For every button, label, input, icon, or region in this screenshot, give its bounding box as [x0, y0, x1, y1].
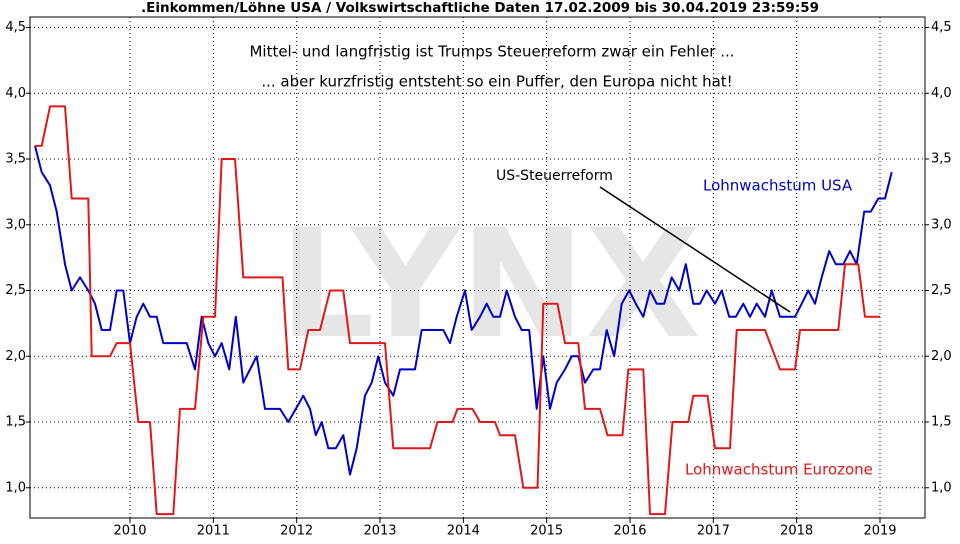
x-tick-label: 2019	[863, 524, 896, 539]
x-tick-label: 2013	[363, 524, 396, 539]
y2-tick-label: 4,5	[931, 20, 952, 35]
y2-tick-label: 4,0	[931, 86, 952, 101]
x-tick-label: 2017	[697, 524, 730, 539]
legend-label: Lohnwachstum USA	[703, 177, 853, 195]
x-tick-label: 2010	[113, 524, 146, 539]
y2-tick-label: 3,0	[931, 217, 952, 232]
grid	[26, 17, 929, 523]
plot-frame	[29, 16, 926, 519]
x-tick-label: 2011	[197, 524, 230, 539]
y2-tick-label: 1,5	[931, 415, 952, 430]
y-tick-label: 3,0	[5, 217, 26, 232]
y2-tick-label: 2,5	[931, 283, 952, 298]
x-tick-label: 2014	[447, 524, 480, 539]
annotation: ... aber kurzfristig entsteht so ein Puf…	[261, 73, 732, 91]
y-tick-label: 1,0	[5, 480, 26, 495]
watermark: LYNX	[279, 198, 701, 372]
y2-tick-label: 2,0	[931, 349, 952, 364]
x-tick-label: 2016	[613, 524, 646, 539]
y-tick-label: 2,0	[5, 349, 26, 364]
series-lines	[34, 105, 893, 516]
y2-tick-label: 1,0	[931, 480, 952, 495]
annotation-line	[599, 186, 791, 313]
x-tick-label: 2015	[530, 524, 563, 539]
series-line	[35, 105, 880, 516]
annotation: US-Steuerreform	[496, 168, 613, 184]
x-tick-label: 2018	[780, 524, 813, 539]
chart-title: .Einkommen/Löhne USA / Volkswirtschaftli…	[141, 0, 819, 16]
y-tick-label: 1,5	[5, 415, 26, 430]
y-tick-label: 2,5	[5, 283, 26, 298]
y-tick-label: 3,5	[5, 152, 26, 167]
x-tick-label: 2012	[280, 524, 313, 539]
y2-tick-label: 3,5	[931, 152, 952, 167]
series-line	[34, 145, 893, 476]
legend-label: Lohnwachstum Eurozone	[685, 461, 873, 479]
y-tick-label: 4,5	[5, 20, 26, 35]
annotation: Mittel- und langfristig ist Trumps Steue…	[249, 43, 734, 61]
y-tick-label: 4,0	[5, 86, 26, 101]
